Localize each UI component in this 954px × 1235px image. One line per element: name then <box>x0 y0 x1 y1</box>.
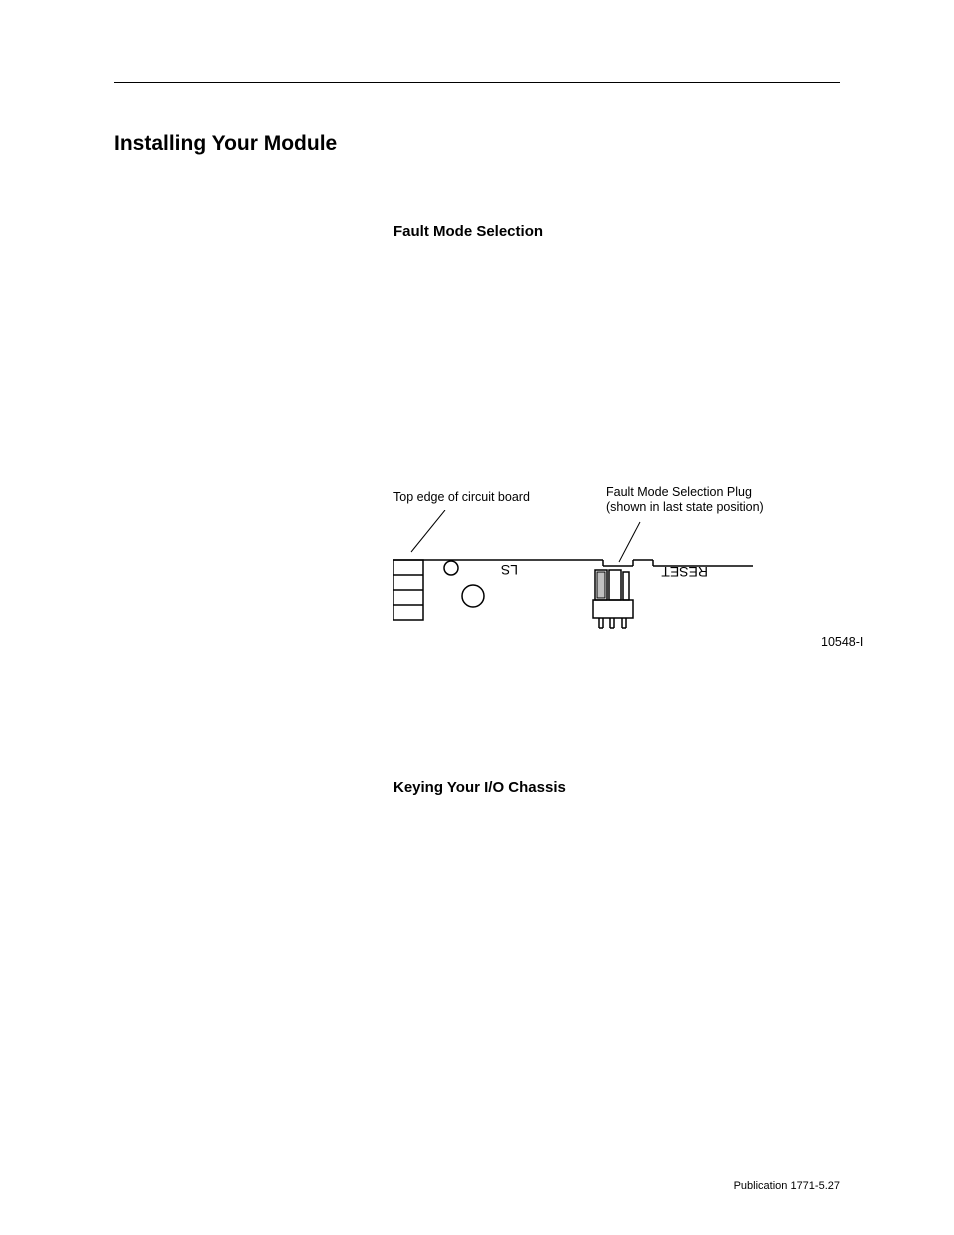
circuit-diagram: Top edge of circuit board Fault Mode Sel… <box>393 490 893 660</box>
top-edge-label: Top edge of circuit board <box>393 490 530 504</box>
keying-heading: Keying Your I/O Chassis <box>393 779 566 796</box>
footer-publication: Publication 1771-5.27 <box>734 1180 840 1192</box>
horizontal-rule <box>114 82 840 83</box>
svg-text:LS: LS <box>501 562 518 578</box>
fault-mode-plug-label-line1: Fault Mode Selection Plug <box>606 485 752 499</box>
svg-text:RESET: RESET <box>661 564 708 580</box>
diagram-svg: LS RESET <box>393 510 793 660</box>
fault-mode-heading: Fault Mode Selection <box>393 223 543 240</box>
main-heading: Installing Your Module <box>114 132 337 156</box>
figure-id: 10548-I <box>821 635 863 649</box>
